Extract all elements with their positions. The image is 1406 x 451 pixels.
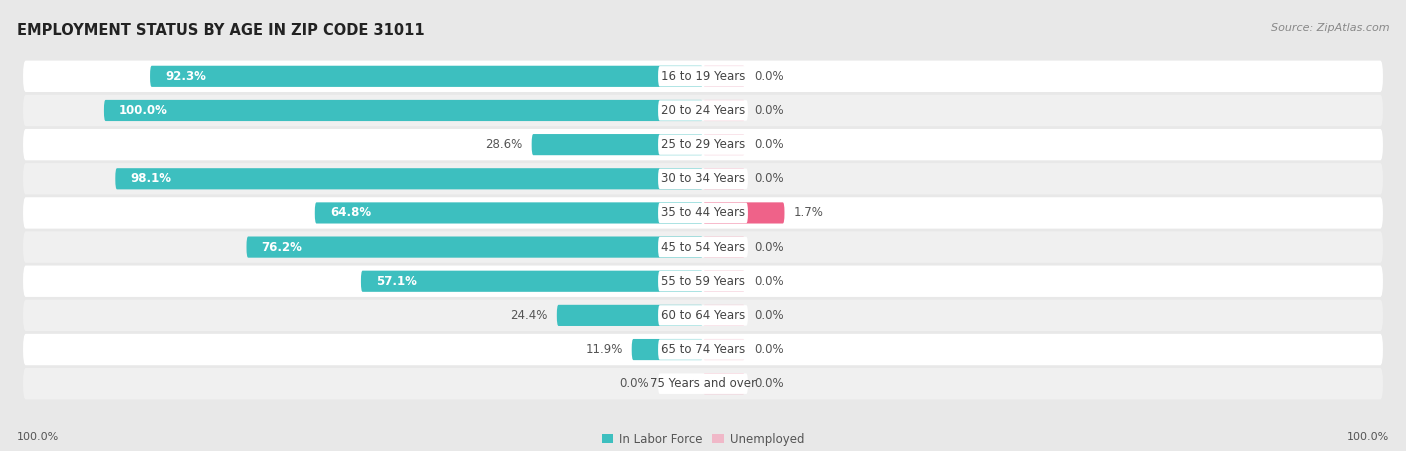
Text: 1.7%: 1.7%: [793, 207, 824, 220]
FancyBboxPatch shape: [658, 339, 748, 360]
FancyBboxPatch shape: [658, 134, 748, 155]
FancyBboxPatch shape: [703, 168, 745, 189]
Text: 76.2%: 76.2%: [262, 240, 302, 253]
FancyBboxPatch shape: [22, 129, 1384, 161]
FancyBboxPatch shape: [703, 134, 745, 155]
Text: EMPLOYMENT STATUS BY AGE IN ZIP CODE 31011: EMPLOYMENT STATUS BY AGE IN ZIP CODE 310…: [17, 23, 425, 37]
Text: Source: ZipAtlas.com: Source: ZipAtlas.com: [1271, 23, 1389, 32]
Text: 55 to 59 Years: 55 to 59 Years: [661, 275, 745, 288]
FancyBboxPatch shape: [658, 305, 748, 326]
Text: 92.3%: 92.3%: [165, 70, 205, 83]
Legend: In Labor Force, Unemployed: In Labor Force, Unemployed: [602, 433, 804, 446]
FancyBboxPatch shape: [658, 373, 748, 394]
FancyBboxPatch shape: [703, 373, 745, 394]
FancyBboxPatch shape: [22, 368, 1384, 400]
Text: 0.0%: 0.0%: [754, 275, 783, 288]
Text: 100.0%: 100.0%: [17, 432, 59, 442]
Text: 0.0%: 0.0%: [754, 240, 783, 253]
FancyBboxPatch shape: [22, 231, 1384, 263]
Text: 0.0%: 0.0%: [620, 377, 650, 390]
FancyBboxPatch shape: [703, 305, 745, 326]
FancyBboxPatch shape: [631, 339, 703, 360]
FancyBboxPatch shape: [361, 271, 703, 292]
FancyBboxPatch shape: [22, 60, 1384, 92]
FancyBboxPatch shape: [22, 95, 1384, 126]
Text: 16 to 19 Years: 16 to 19 Years: [661, 70, 745, 83]
FancyBboxPatch shape: [531, 134, 703, 155]
FancyBboxPatch shape: [703, 66, 745, 87]
Text: 100.0%: 100.0%: [1347, 432, 1389, 442]
Text: 64.8%: 64.8%: [330, 207, 371, 220]
Text: 35 to 44 Years: 35 to 44 Years: [661, 207, 745, 220]
Text: 75 Years and over: 75 Years and over: [650, 377, 756, 390]
Text: 20 to 24 Years: 20 to 24 Years: [661, 104, 745, 117]
FancyBboxPatch shape: [658, 271, 748, 291]
FancyBboxPatch shape: [658, 202, 748, 223]
FancyBboxPatch shape: [104, 100, 703, 121]
Text: 98.1%: 98.1%: [131, 172, 172, 185]
FancyBboxPatch shape: [150, 66, 703, 87]
FancyBboxPatch shape: [703, 100, 745, 121]
FancyBboxPatch shape: [703, 202, 785, 224]
Text: 30 to 34 Years: 30 to 34 Years: [661, 172, 745, 185]
FancyBboxPatch shape: [22, 334, 1384, 365]
FancyBboxPatch shape: [115, 168, 703, 189]
FancyBboxPatch shape: [658, 100, 748, 121]
Text: 0.0%: 0.0%: [754, 70, 783, 83]
Text: 60 to 64 Years: 60 to 64 Years: [661, 309, 745, 322]
FancyBboxPatch shape: [703, 236, 745, 258]
FancyBboxPatch shape: [658, 169, 748, 189]
Text: 100.0%: 100.0%: [120, 104, 167, 117]
Text: 0.0%: 0.0%: [754, 104, 783, 117]
FancyBboxPatch shape: [22, 266, 1384, 297]
FancyBboxPatch shape: [703, 271, 745, 292]
Text: 65 to 74 Years: 65 to 74 Years: [661, 343, 745, 356]
FancyBboxPatch shape: [22, 197, 1384, 229]
FancyBboxPatch shape: [22, 299, 1384, 331]
Text: 57.1%: 57.1%: [375, 275, 416, 288]
Text: 0.0%: 0.0%: [754, 309, 783, 322]
Text: 0.0%: 0.0%: [754, 138, 783, 151]
Text: 45 to 54 Years: 45 to 54 Years: [661, 240, 745, 253]
FancyBboxPatch shape: [246, 236, 703, 258]
Text: 11.9%: 11.9%: [585, 343, 623, 356]
Text: 25 to 29 Years: 25 to 29 Years: [661, 138, 745, 151]
Text: 24.4%: 24.4%: [510, 309, 548, 322]
FancyBboxPatch shape: [22, 163, 1384, 194]
Text: 0.0%: 0.0%: [754, 343, 783, 356]
FancyBboxPatch shape: [658, 66, 748, 87]
FancyBboxPatch shape: [315, 202, 703, 224]
Text: 28.6%: 28.6%: [485, 138, 523, 151]
FancyBboxPatch shape: [658, 237, 748, 258]
Text: 0.0%: 0.0%: [754, 377, 783, 390]
FancyBboxPatch shape: [557, 305, 703, 326]
FancyBboxPatch shape: [703, 339, 745, 360]
Text: 0.0%: 0.0%: [754, 172, 783, 185]
